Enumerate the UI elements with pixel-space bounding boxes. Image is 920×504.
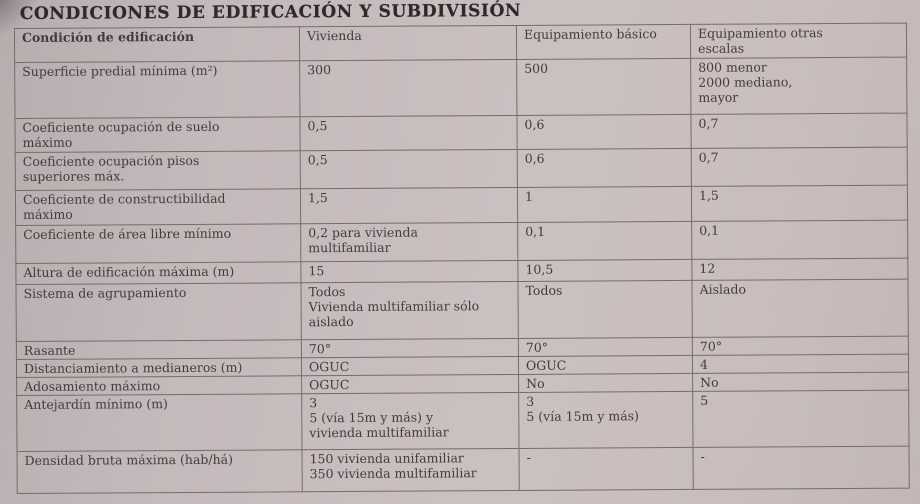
cell-basico: OGUC bbox=[518, 355, 693, 375]
table-header-row: Condición de edificación Vivienda Equipa… bbox=[14, 23, 907, 63]
table-row: Coeficiente de constructibilidad máximo … bbox=[15, 185, 908, 226]
cell-otras: 5 bbox=[692, 390, 909, 448]
cell-vivienda: 300 bbox=[299, 59, 517, 117]
conditions-table: Condición de edificación Vivienda Equipa… bbox=[14, 23, 910, 494]
cell-basico: 0,1 bbox=[517, 221, 692, 261]
cell-basico: - bbox=[519, 447, 694, 491]
cell-vivienda: 3 5 (vía 15m y más) y vivienda multifami… bbox=[301, 392, 520, 450]
cell-condition: Rasante bbox=[16, 339, 302, 360]
cell-basico: 0,6 bbox=[517, 148, 692, 188]
cell-vivienda: OGUC bbox=[301, 356, 519, 376]
cell-condition: Altura de edificación máxima (m) bbox=[15, 261, 301, 285]
cell-vivienda: 1,5 bbox=[300, 187, 518, 224]
cell-otras: - bbox=[693, 446, 910, 490]
cell-condition: Sistema de agrupamiento bbox=[15, 282, 302, 342]
cell-otras: 0,1 bbox=[691, 220, 908, 260]
cell-condition: Coeficiente de área libre mínimo bbox=[15, 223, 301, 264]
header-cell-condition: Condición de edificación bbox=[14, 26, 300, 63]
page-title: CONDICIONES DE EDIFICACIÓN Y SUBDIVISIÓN bbox=[19, 0, 522, 25]
cell-condition: Densidad bruta máxima (hab/há) bbox=[17, 449, 303, 494]
cell-otras: 12 bbox=[691, 258, 908, 281]
cell-vivienda: Todos Vivienda multifamiliar sólo aislad… bbox=[300, 281, 519, 340]
cell-vivienda: 0,5 bbox=[300, 149, 518, 189]
cell-basico: 70° bbox=[518, 337, 693, 357]
cell-condition: Distanciamiento a medianeros (m) bbox=[16, 357, 302, 378]
cell-otras: 4 bbox=[692, 354, 909, 374]
table-row: Superficie predial mínima (m²) 300 500 8… bbox=[14, 57, 907, 119]
cell-condition: Coeficiente de constructibilidad máximo bbox=[15, 188, 301, 226]
header-cell-equipamiento-basico: Equipamiento básico bbox=[516, 24, 691, 60]
header-cell-equipamiento-otras: Equipamiento otras escalas bbox=[690, 23, 907, 59]
cell-otras: 1,5 bbox=[691, 185, 908, 222]
table-row: Antejardín mínimo (m) 3 5 (vía 15m y más… bbox=[16, 390, 909, 452]
cell-condition: Adosamiento máximo bbox=[16, 375, 302, 396]
header-cell-vivienda: Vivienda bbox=[299, 25, 517, 61]
table-row: Sistema de agrupamiento Todos Vivienda m… bbox=[15, 279, 909, 342]
cell-basico: 10,5 bbox=[517, 259, 692, 282]
cell-vivienda: 0,2 para vivienda multifamiliar bbox=[300, 222, 518, 262]
cell-basico: Todos bbox=[517, 280, 693, 339]
cell-vivienda: OGUC bbox=[301, 374, 519, 394]
cell-otras: 0,7 bbox=[690, 113, 908, 149]
cell-basico: 3 5 (vía 15m y más) bbox=[518, 391, 694, 449]
cell-otras: No bbox=[692, 372, 909, 392]
cell-condition: Coeficiente ocupación pisos superiores m… bbox=[15, 150, 301, 191]
table-row: Densidad bruta máxima (hab/há) 150 vivie… bbox=[17, 446, 910, 494]
cell-condition: Antejardín mínimo (m) bbox=[16, 393, 303, 452]
cell-basico: 0,6 bbox=[516, 114, 692, 150]
cell-vivienda: 0,5 bbox=[299, 115, 518, 151]
cell-otras: 800 menor 2000 mediano, mayor bbox=[690, 57, 907, 115]
cell-condition: Superficie predial mínima (m²) bbox=[14, 60, 300, 119]
cell-basico: No bbox=[518, 373, 693, 393]
cell-basico: 1 bbox=[517, 186, 692, 223]
cell-vivienda: 15 bbox=[300, 260, 518, 283]
cell-vivienda: 150 vivienda unifamiliar 350 vivienda mu… bbox=[302, 448, 520, 492]
table-row: Coeficiente de área libre mínimo 0,2 par… bbox=[15, 220, 908, 264]
table-row: Coeficiente ocupación de suelo máximo 0,… bbox=[14, 113, 908, 153]
cell-otras: Aislado bbox=[691, 279, 909, 338]
cell-condition: Coeficiente ocupación de suelo máximo bbox=[14, 116, 301, 153]
table-row: Coeficiente ocupación pisos superiores m… bbox=[15, 147, 908, 191]
cell-vivienda: 70° bbox=[301, 338, 519, 358]
cell-basico: 500 bbox=[516, 58, 691, 116]
cell-otras: 0,7 bbox=[691, 147, 908, 187]
cell-otras: 70° bbox=[692, 336, 909, 356]
